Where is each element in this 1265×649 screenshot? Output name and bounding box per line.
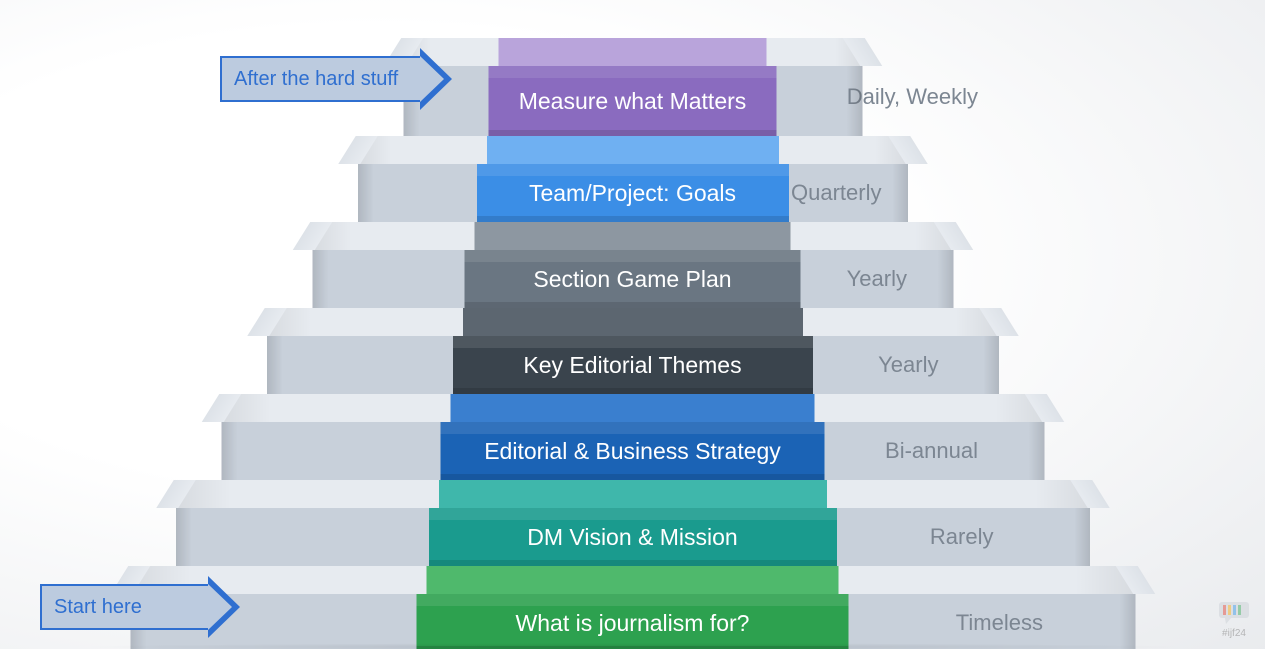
carpet-ledge	[427, 566, 839, 594]
speech-bubble-icon	[1217, 600, 1251, 626]
stair-step: Editorial & Business Strategy Bi-annual	[221, 394, 1044, 480]
step-cadence: Rarely	[930, 524, 994, 550]
step-label: Measure what Matters	[489, 66, 777, 136]
arrow-head-icon	[420, 48, 452, 110]
step-label: Section Game Plan	[465, 250, 801, 308]
arrow-head-icon	[208, 576, 240, 638]
step-cadence: Bi-annual	[885, 438, 978, 464]
step-cadence: Yearly	[847, 266, 907, 292]
ground-shadow	[73, 643, 1193, 649]
stair-step: Key Editorial Themes Yearly	[267, 308, 999, 394]
carpet-ledge	[487, 136, 779, 164]
step-label: DM Vision & Mission	[429, 508, 837, 566]
strategy-stairs-diagram: Measure what Matters Daily, Weekly Team/…	[0, 0, 1265, 649]
carpet-ledge	[463, 308, 803, 336]
step-label: Key Editorial Themes	[453, 336, 813, 394]
carpet-ledge	[499, 38, 767, 66]
step-label: Editorial & Business Strategy	[441, 422, 825, 480]
callout-arrow-bottom: Start here	[40, 584, 240, 630]
carpet-ledge	[439, 480, 827, 508]
callout-arrow-top: After the hard stuff	[220, 56, 452, 102]
step-cadence: Yearly	[878, 352, 938, 378]
step-cadence: Timeless	[956, 610, 1043, 636]
badge-label: #ijf24	[1222, 628, 1246, 639]
stair-step: Team/Project: Goals Quarterly	[358, 136, 908, 222]
step-cadence: Quarterly	[791, 180, 881, 206]
carpet-ledge	[451, 394, 815, 422]
step-label: Team/Project: Goals	[477, 164, 789, 222]
stair-step: Measure what Matters Daily, Weekly	[403, 38, 862, 136]
callout-label: Start here	[54, 596, 142, 619]
callout-label: After the hard stuff	[234, 68, 398, 91]
step-label: What is journalism for?	[417, 594, 849, 649]
stair-step: What is journalism for? Timeless	[130, 566, 1135, 649]
stair-step: DM Vision & Mission Rarely	[176, 480, 1090, 566]
stair-step: Section Game Plan Yearly	[312, 222, 953, 308]
event-badge: #ijf24	[1217, 600, 1251, 639]
step-cadence: Daily, Weekly	[847, 84, 978, 110]
carpet-ledge	[475, 222, 791, 250]
